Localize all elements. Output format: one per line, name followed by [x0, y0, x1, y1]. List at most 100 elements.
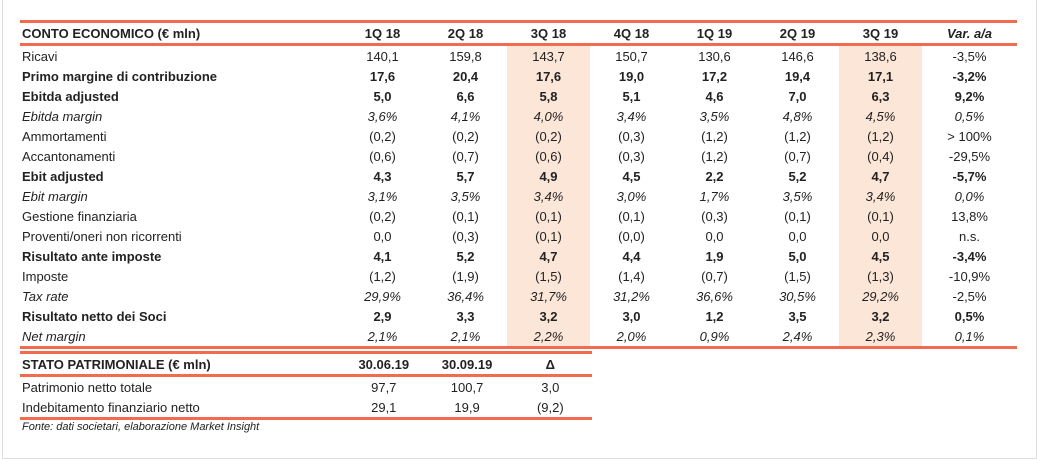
row-label: Risultato ante imposte	[22, 248, 162, 264]
table-row: Patrimonio netto totale 97,7 100,7 3,0	[20, 376, 592, 398]
cell-value: (0,1)	[618, 208, 645, 224]
column-header: 30.06.19	[342, 352, 426, 377]
table-header-row: CONTO ECONOMICO (€ mln) 1Q 18 2Q 18 3Q 18 4Q…	[20, 21, 1017, 46]
cell-value: 2,1%	[367, 328, 398, 344]
row-label: Risultato netto dei Soci	[22, 308, 167, 324]
column-header: 1Q 19	[673, 21, 756, 46]
cell-value: -29,5%	[948, 148, 991, 164]
cell-value: 4,1	[373, 248, 392, 264]
cell-value: 5,1	[622, 88, 641, 104]
column-header: 30.09.19	[425, 352, 509, 377]
table-row: Imposte (1,2) (1,9) (1,5) (1,4) (0,7) (1,5) (1,…	[20, 266, 1017, 286]
column-header: 4Q 18	[590, 21, 673, 46]
cell-value: 36,6%	[696, 288, 733, 304]
cell-value: 159,8	[449, 48, 482, 64]
table-row: Primo margine di contribuzione 17,6 20,4 17…	[20, 66, 1017, 86]
conto-economico-table: CONTO ECONOMICO (€ mln) 1Q 18 2Q 18 3Q 18 4Q…	[20, 20, 1017, 349]
cell-value: 4,7	[839, 166, 922, 186]
cell-value: -10,9%	[948, 268, 991, 284]
cell-value: (1,2)	[839, 126, 922, 146]
cell-value: 4,5%	[839, 106, 922, 126]
row-label: Indebitamento finanziario netto	[22, 399, 200, 415]
cell-value: 29,2%	[839, 286, 922, 306]
cell-value: (0,1)	[507, 206, 590, 226]
cell-value: 0,0%	[954, 188, 985, 204]
cell-value: 4,5	[622, 168, 641, 184]
cell-value: 6,6	[456, 88, 475, 104]
cell-value: (0,2)	[369, 208, 396, 224]
cell-value: 2,0%	[616, 328, 647, 344]
cell-value: 3,2	[839, 306, 922, 326]
cell-value: 17,1	[839, 66, 922, 86]
table-row: Ebitda adjusted 5,0 6,6 5,8 5,1 4,6 7,0 6,3 9,2%	[20, 86, 1017, 106]
table-title: CONTO ECONOMICO (€ mln)	[20, 21, 341, 46]
cell-value: (1,2)	[701, 128, 728, 144]
cell-value: (0,7)	[784, 148, 811, 164]
cell-value: (0,2)	[452, 128, 479, 144]
cell-value: 0,5%	[954, 108, 985, 124]
row-label: Gestione finanziaria	[22, 208, 137, 224]
cell-value: 6,3	[839, 86, 922, 106]
cell-value: (1,5)	[507, 266, 590, 286]
cell-value: (0,3)	[452, 228, 479, 244]
table-row: Ebitda margin 3,6% 4,1% 4,0% 3,4% 3,5% 4,8% 4,5…	[20, 106, 1017, 126]
table-row: Accantonamenti (0,6) (0,7) (0,6) (0,3) (1,2) (…	[20, 146, 1017, 166]
table-row: Gestione finanziaria (0,2) (0,1) (0,1) (0,1)…	[20, 206, 1017, 226]
cell-value: 2,1%	[450, 328, 481, 344]
cell-value: -3,4%	[952, 248, 987, 264]
cell-value: 3,0%	[616, 188, 647, 204]
cell-value: 4,4	[622, 248, 641, 264]
cell-value: > 100%	[947, 128, 992, 144]
column-header: 1Q 18	[341, 21, 424, 46]
cell-value: 13,8%	[951, 208, 988, 224]
cell-value: 3,5%	[450, 188, 481, 204]
cell-value: (1,5)	[784, 268, 811, 284]
cell-value: 1,7%	[699, 188, 730, 204]
column-header: 2Q 19	[756, 21, 839, 46]
cell-value: -5,7%	[952, 168, 987, 184]
table-row: Ammortamenti (0,2) (0,2) (0,2) (0,3) (1,2) (1,…	[20, 126, 1017, 146]
cell-value: 0,1%	[954, 328, 985, 344]
row-label: Ebitda margin	[22, 108, 103, 124]
cell-value: (1,3)	[839, 266, 922, 286]
column-header: Δ	[508, 352, 592, 377]
row-label: Ammortamenti	[22, 128, 107, 144]
cell-value: 0,0	[788, 228, 807, 244]
row-label: Proventi/oneri non ricorrenti	[22, 228, 182, 244]
cell-value: 140,1	[366, 48, 399, 64]
cell-value: 1,2	[705, 308, 724, 324]
cell-value: (0,3)	[618, 128, 645, 144]
table-row: Risultato ante imposte 4,1 5,2 4,7 4,4 1,9 5,0…	[20, 246, 1017, 266]
row-label: Accantonamenti	[22, 148, 116, 164]
row-label: Patrimonio netto totale	[22, 379, 153, 395]
cell-value: (1,9)	[452, 268, 479, 284]
row-label: Ebitda adjusted	[22, 88, 119, 104]
cell-value: (0,6)	[369, 148, 396, 164]
cell-value: 0,0	[705, 228, 724, 244]
cell-value: 150,7	[615, 48, 648, 64]
cell-value: 4,0%	[507, 106, 590, 126]
cell-value: (0,1)	[784, 208, 811, 224]
row-label: Ricavi	[22, 48, 58, 64]
cell-value: 0,0	[839, 226, 922, 246]
cell-value: n.s.	[959, 228, 980, 244]
cell-value: 5,2	[456, 248, 475, 264]
cell-value: 1,9	[705, 248, 724, 264]
cell-value: 3,4%	[507, 186, 590, 206]
cell-value: 4,8%	[782, 108, 813, 124]
cell-value: (0,7)	[701, 268, 728, 284]
row-label: Imposte	[22, 268, 69, 284]
row-label: Net margin	[22, 328, 86, 344]
column-header: 3Q 19	[839, 21, 922, 46]
cell-value: (0,0)	[618, 228, 645, 244]
table-row: Proventi/oneri non ricorrenti 0,0 (0,3) (0,…	[20, 226, 1017, 246]
cell-value: (0,2)	[507, 126, 590, 146]
table-row: Ebit margin 3,1% 3,5% 3,4% 3,0% 1,7% 3,5% 3,4% 0…	[20, 186, 1017, 206]
cell-value: 31,7%	[507, 286, 590, 306]
cell-value: 143,7	[507, 44, 590, 66]
cell-value: 4,1%	[450, 108, 481, 124]
cell-value: (0,7)	[452, 148, 479, 164]
cell-value: 2,2	[705, 168, 724, 184]
cell-value: -2,5%	[952, 288, 987, 304]
table-row: Tax rate 29,9% 36,4% 31,7% 31,2% 36,6% 30,5% 29…	[20, 286, 1017, 306]
